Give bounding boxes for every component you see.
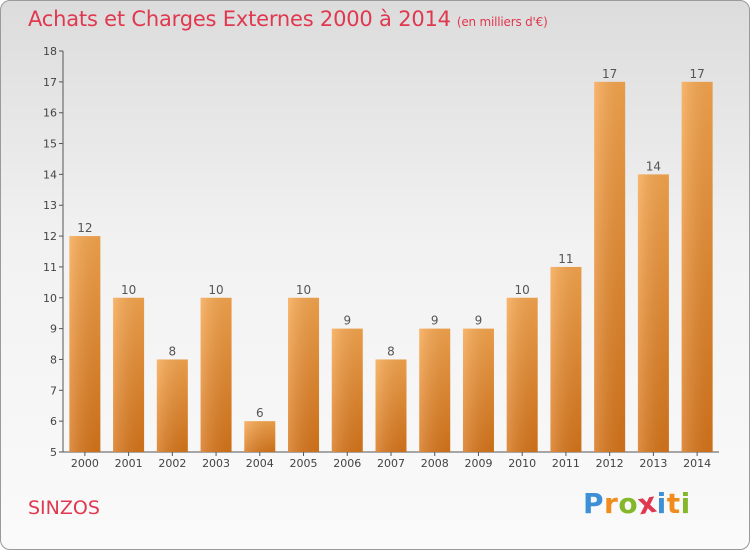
data-label: 9 (343, 314, 351, 328)
data-label: 17 (602, 67, 617, 81)
x-tick-label: 2001 (115, 457, 143, 470)
bar-shade (462, 328, 494, 452)
y-tick-label: 15 (43, 138, 57, 151)
logo-letter: i (680, 487, 691, 520)
logo-letter: t (666, 487, 681, 520)
x-tick-label: 2000 (71, 457, 99, 470)
bar-shade (156, 359, 188, 452)
y-tick-label: 8 (50, 353, 57, 366)
value-labels: 12 10 8 10 6 10 9 8 9 9 10 11 17 14 17 (77, 67, 705, 420)
data-label: 12 (77, 221, 92, 235)
data-label: 6 (256, 406, 264, 420)
y-tick-label: 14 (43, 168, 57, 181)
logo-letter: P (583, 487, 605, 520)
logo-letter: i (656, 487, 667, 520)
y-tick-label: 9 (50, 323, 57, 336)
x-tick-label: 2002 (158, 457, 186, 470)
y-tick-label: 16 (43, 107, 57, 120)
y-tick-label: 11 (43, 261, 57, 274)
bar-shade (681, 81, 713, 452)
data-label: 8 (387, 344, 395, 358)
data-label: 10 (296, 283, 311, 297)
x-tick-label: 2006 (333, 457, 361, 470)
chart-subtitle: (en milliers d'€) (456, 15, 548, 29)
chart-title-text: Achats et Charges Externes 2000 à 2014 (28, 7, 451, 31)
y-tick-label: 13 (43, 199, 57, 212)
x-tick-label: 2009 (464, 457, 492, 470)
x-axis: 2000 2001 2002 2003 2004 2005 2006 2007 2008 2009… (63, 451, 719, 470)
bar-shade (506, 297, 538, 452)
data-label: 17 (689, 67, 704, 81)
y-tick-label: 5 (50, 446, 57, 459)
bar-shade (244, 421, 276, 452)
x-tick-label: 2014 (683, 457, 711, 470)
y-axis: 5 6 7 8 9 10 11 12 13 14 15 16 17 18 (43, 45, 64, 459)
data-label: 10 (121, 283, 136, 297)
bar-shade (113, 297, 145, 452)
data-label: 8 (169, 344, 177, 358)
y-tick-label: 7 (50, 384, 57, 397)
data-label: 11 (558, 252, 573, 266)
bar-shade (69, 236, 101, 452)
data-label: 9 (431, 314, 439, 328)
y-tick-label: 10 (43, 292, 57, 305)
data-label: 9 (475, 314, 483, 328)
data-label: 10 (208, 283, 223, 297)
bar-shade (550, 266, 582, 452)
x-tick-label: 2007 (377, 457, 405, 470)
y-tick-label: 18 (43, 45, 57, 58)
x-tick-label: 2010 (508, 457, 536, 470)
x-tick-label: 2008 (421, 457, 449, 470)
y-tick-label: 12 (43, 230, 57, 243)
x-tick-label: 2011 (552, 457, 580, 470)
bar-shade (288, 297, 320, 452)
bar-shade (419, 328, 451, 452)
y-tick-label: 6 (50, 415, 57, 428)
bar-shade (200, 297, 232, 452)
y-tick-label: 17 (43, 76, 57, 89)
chart-title: Achats et Charges Externes 2000 à 2014 (e… (28, 7, 548, 31)
town-name: SINZOS (28, 497, 100, 519)
x-tick-label: 2003 (202, 457, 230, 470)
logo-letter: r (604, 487, 619, 520)
bar-shade (594, 81, 626, 452)
bar-shade (637, 174, 669, 452)
bar-shade (331, 328, 363, 452)
logo-letter: o (618, 487, 639, 520)
x-tick-label: 2013 (639, 457, 667, 470)
bars (69, 81, 713, 452)
x-tick-label: 2005 (290, 457, 318, 470)
bar-shade (375, 359, 407, 452)
data-label: 10 (515, 283, 530, 297)
data-label: 14 (646, 159, 661, 173)
x-tick-label: 2004 (246, 457, 274, 470)
x-tick-label: 2012 (596, 457, 624, 470)
proxiti-logo[interactable]: Proxiti (583, 486, 691, 522)
